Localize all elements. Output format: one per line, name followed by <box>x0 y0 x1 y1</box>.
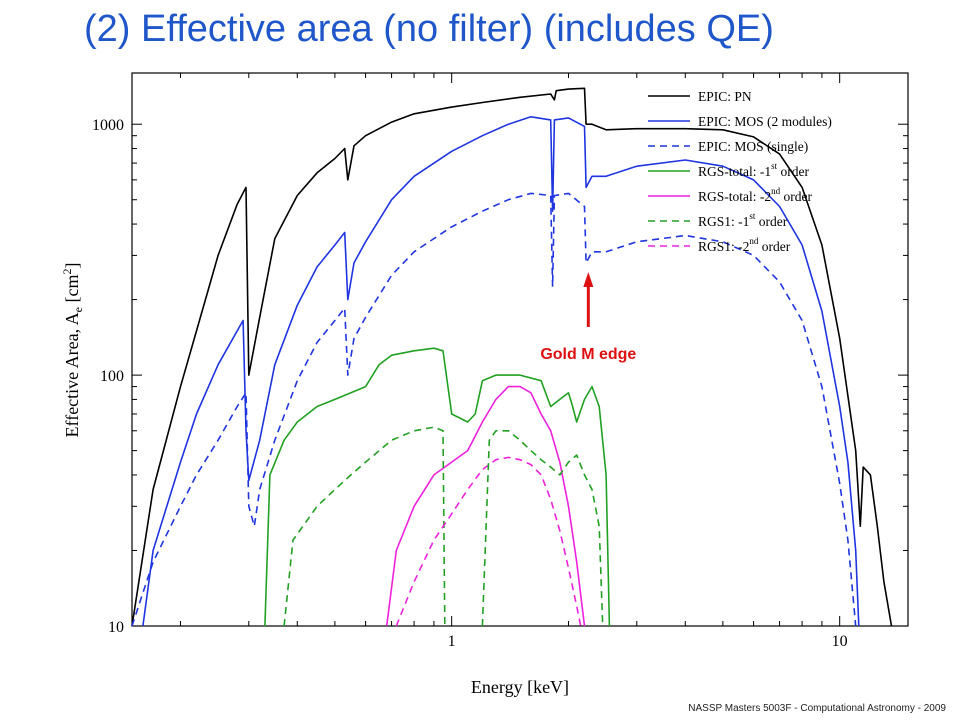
series-line-8 <box>481 429 604 627</box>
series-line-7 <box>395 456 582 627</box>
y-axis-label-sub: e <box>71 307 85 312</box>
slide-footer: NASSP Masters 5003F - Computational Astr… <box>688 703 946 714</box>
y-axis-label: Effective Area, Ae [cm2] <box>60 263 85 438</box>
series-line-1 <box>131 87 893 627</box>
series-line-3 <box>131 192 857 627</box>
legend-entry-1: EPIC: PN <box>698 89 752 104</box>
x-tick-label: 1 <box>448 633 456 650</box>
legend-entry-4: RGS-total: -1st order <box>698 161 810 179</box>
gold-m-edge-annotation: Gold M edge <box>540 272 636 363</box>
y-tick-label: 1000 <box>92 117 124 134</box>
x-axis-label: Energy [keV] <box>471 677 569 697</box>
axis-ticks: 1 10 10 100 1000 <box>92 73 908 650</box>
gold-m-edge-arrow-head <box>583 272 594 287</box>
series-line-2 <box>142 116 860 627</box>
legend-entry-3: EPIC: MOS (single) <box>698 139 808 154</box>
legend-entry-6: RGS1: -1st order <box>698 211 788 229</box>
plot-frame <box>131 72 909 627</box>
series-line-4 <box>264 347 611 627</box>
series-line-5 <box>385 385 586 627</box>
y-tick-label: 10 <box>108 619 124 636</box>
legend-entry-2: EPIC: MOS (2 modules) <box>698 114 832 129</box>
y-tick-label: 100 <box>100 368 124 385</box>
chart-series <box>131 87 893 627</box>
series-line-6 <box>283 426 446 627</box>
slide-title: (2) Effective area (no filter) (includes… <box>84 8 774 50</box>
y-axis-label-close: ] <box>62 263 82 269</box>
y-axis-label-sup: 2 <box>60 269 74 275</box>
y-axis-label-main: Effective Area, A <box>62 312 82 437</box>
legend-entry-7: RGS1: -2nd order <box>698 236 791 254</box>
x-tick-label: 10 <box>832 633 848 650</box>
chart-legend: EPIC: PN EPIC: MOS (2 modules) EPIC: MOS (… <box>648 89 832 254</box>
y-axis-label-unit: [cm <box>62 275 82 307</box>
legend-entry-5: RGS-total: -2nd order <box>698 186 812 204</box>
gold-m-edge-label: Gold M edge <box>540 346 636 363</box>
